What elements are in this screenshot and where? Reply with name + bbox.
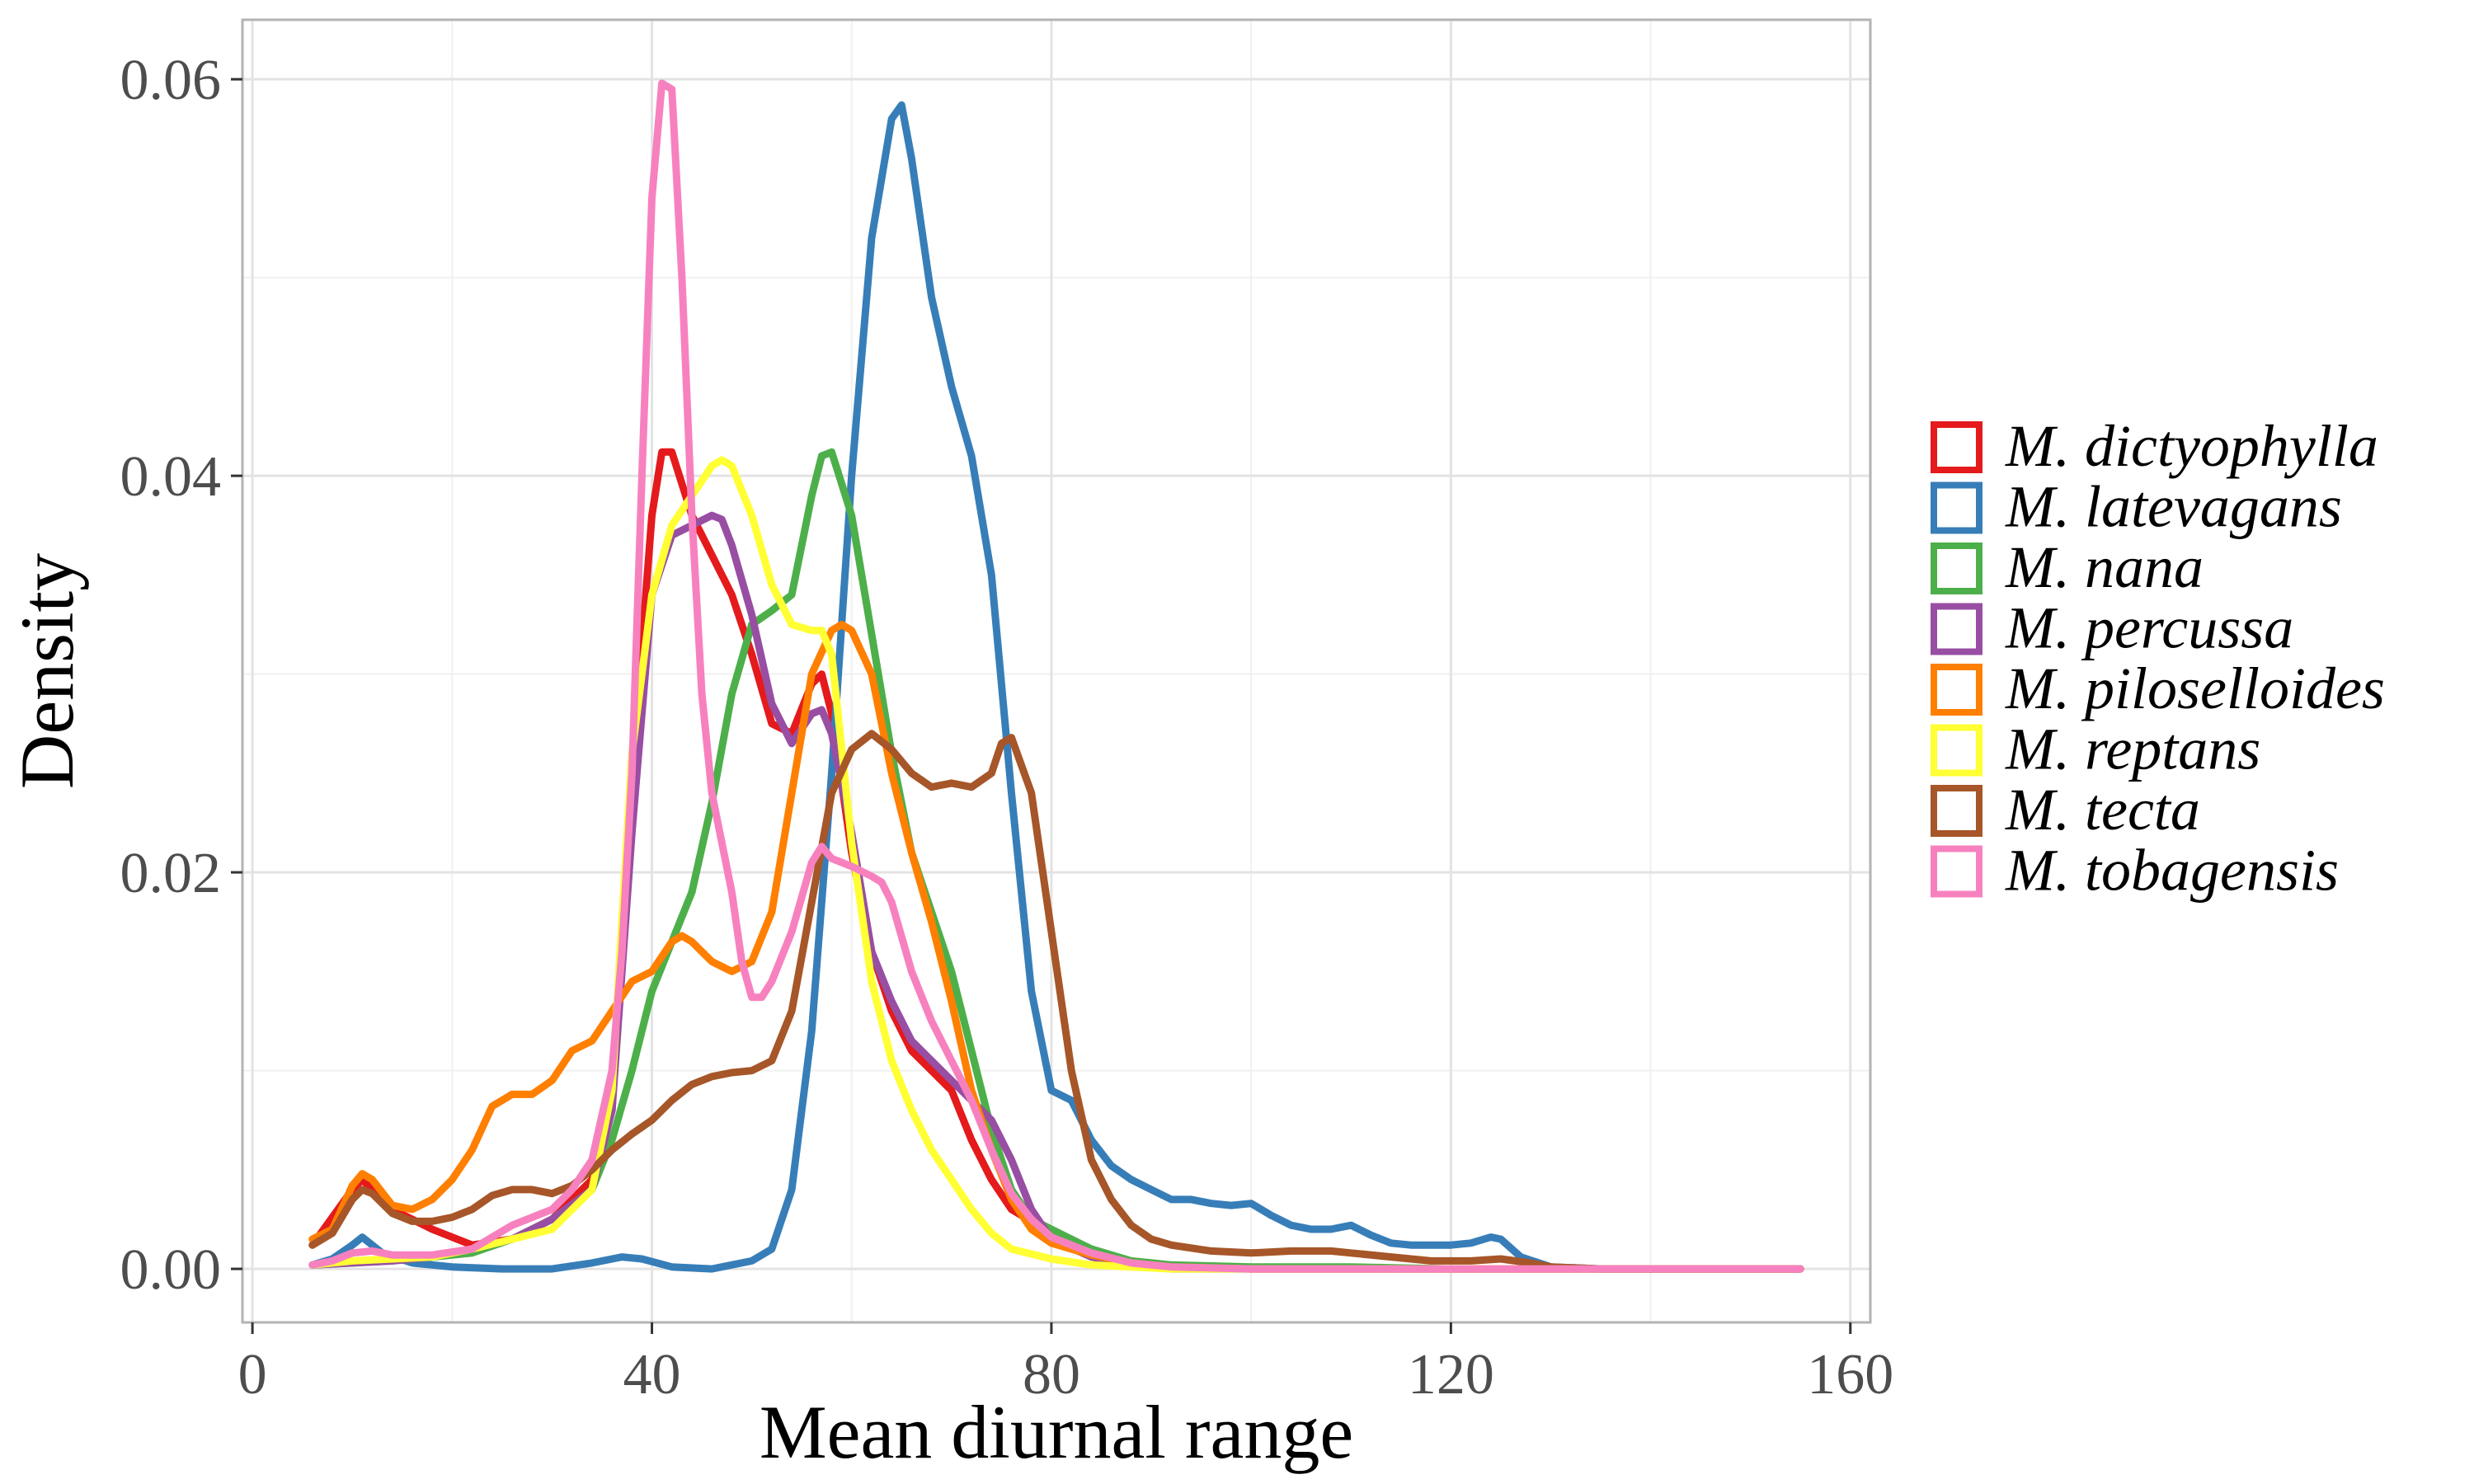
series-line-m-reptans: [308, 456, 1804, 1273]
tick-labels: 0 40 80 120 160 0.00 0.02 0.04 0.06: [120, 49, 1894, 1407]
legend-label-m-reptans: M. reptans: [2005, 716, 2260, 782]
legend-key-m-nana: [1931, 542, 1982, 594]
series-line-m-tecta: [308, 730, 1804, 1273]
x-tick-label: 40: [623, 1343, 681, 1407]
legend-label-m-percussa: M. percussa: [2005, 595, 2293, 661]
legend-key-m-latevagans: [1931, 481, 1982, 534]
legend-key-m-percussa: [1931, 603, 1982, 655]
y-tick-label: 0.06: [120, 49, 222, 112]
series-line-m-percussa: [308, 511, 1804, 1273]
x-axis-title: Mean diurnal range: [760, 1390, 1353, 1474]
legend-key-m-dictyophylla: [1931, 421, 1982, 473]
legend-label-m-latevagans: M. latevagans: [2005, 474, 2342, 540]
x-tick-label: 120: [1408, 1343, 1494, 1407]
series-layer: [308, 79, 1804, 1273]
legend-label-m-tobagensis: M. tobagensis: [2005, 838, 2339, 904]
y-axis-title: Density: [5, 553, 89, 789]
y-tick-label: 0.04: [120, 445, 222, 509]
x-tick-label: 0: [238, 1343, 267, 1407]
plot-panel-border: [241, 18, 1872, 1324]
series-line-m-dictyophylla: [308, 448, 1804, 1273]
legend-key-m-tecta: [1931, 785, 1982, 837]
legend-key-m-reptans: [1931, 724, 1982, 777]
legend-label-m-piloselloides: M. piloselloides: [2005, 655, 2385, 721]
legend-key-m-piloselloides: [1931, 664, 1982, 716]
legend-key-m-tobagensis: [1931, 845, 1982, 898]
legend-label-m-nana: M. nana: [2005, 534, 2204, 600]
y-tick-label: 0.00: [120, 1238, 222, 1302]
legend-label-m-dictyophylla: M. dictyophylla: [2005, 413, 2378, 479]
series-line-m-tobagensis: [308, 79, 1804, 1273]
series-line-m-latevagans: [308, 101, 1804, 1273]
x-tick-label: 80: [1023, 1343, 1080, 1407]
axis-ticks: [231, 77, 1852, 1334]
x-tick-label: 160: [1807, 1343, 1893, 1407]
legend-label-m-tecta: M. tecta: [2005, 777, 2200, 843]
series-line-m-nana: [308, 448, 1804, 1273]
y-tick-label: 0.02: [120, 842, 222, 905]
